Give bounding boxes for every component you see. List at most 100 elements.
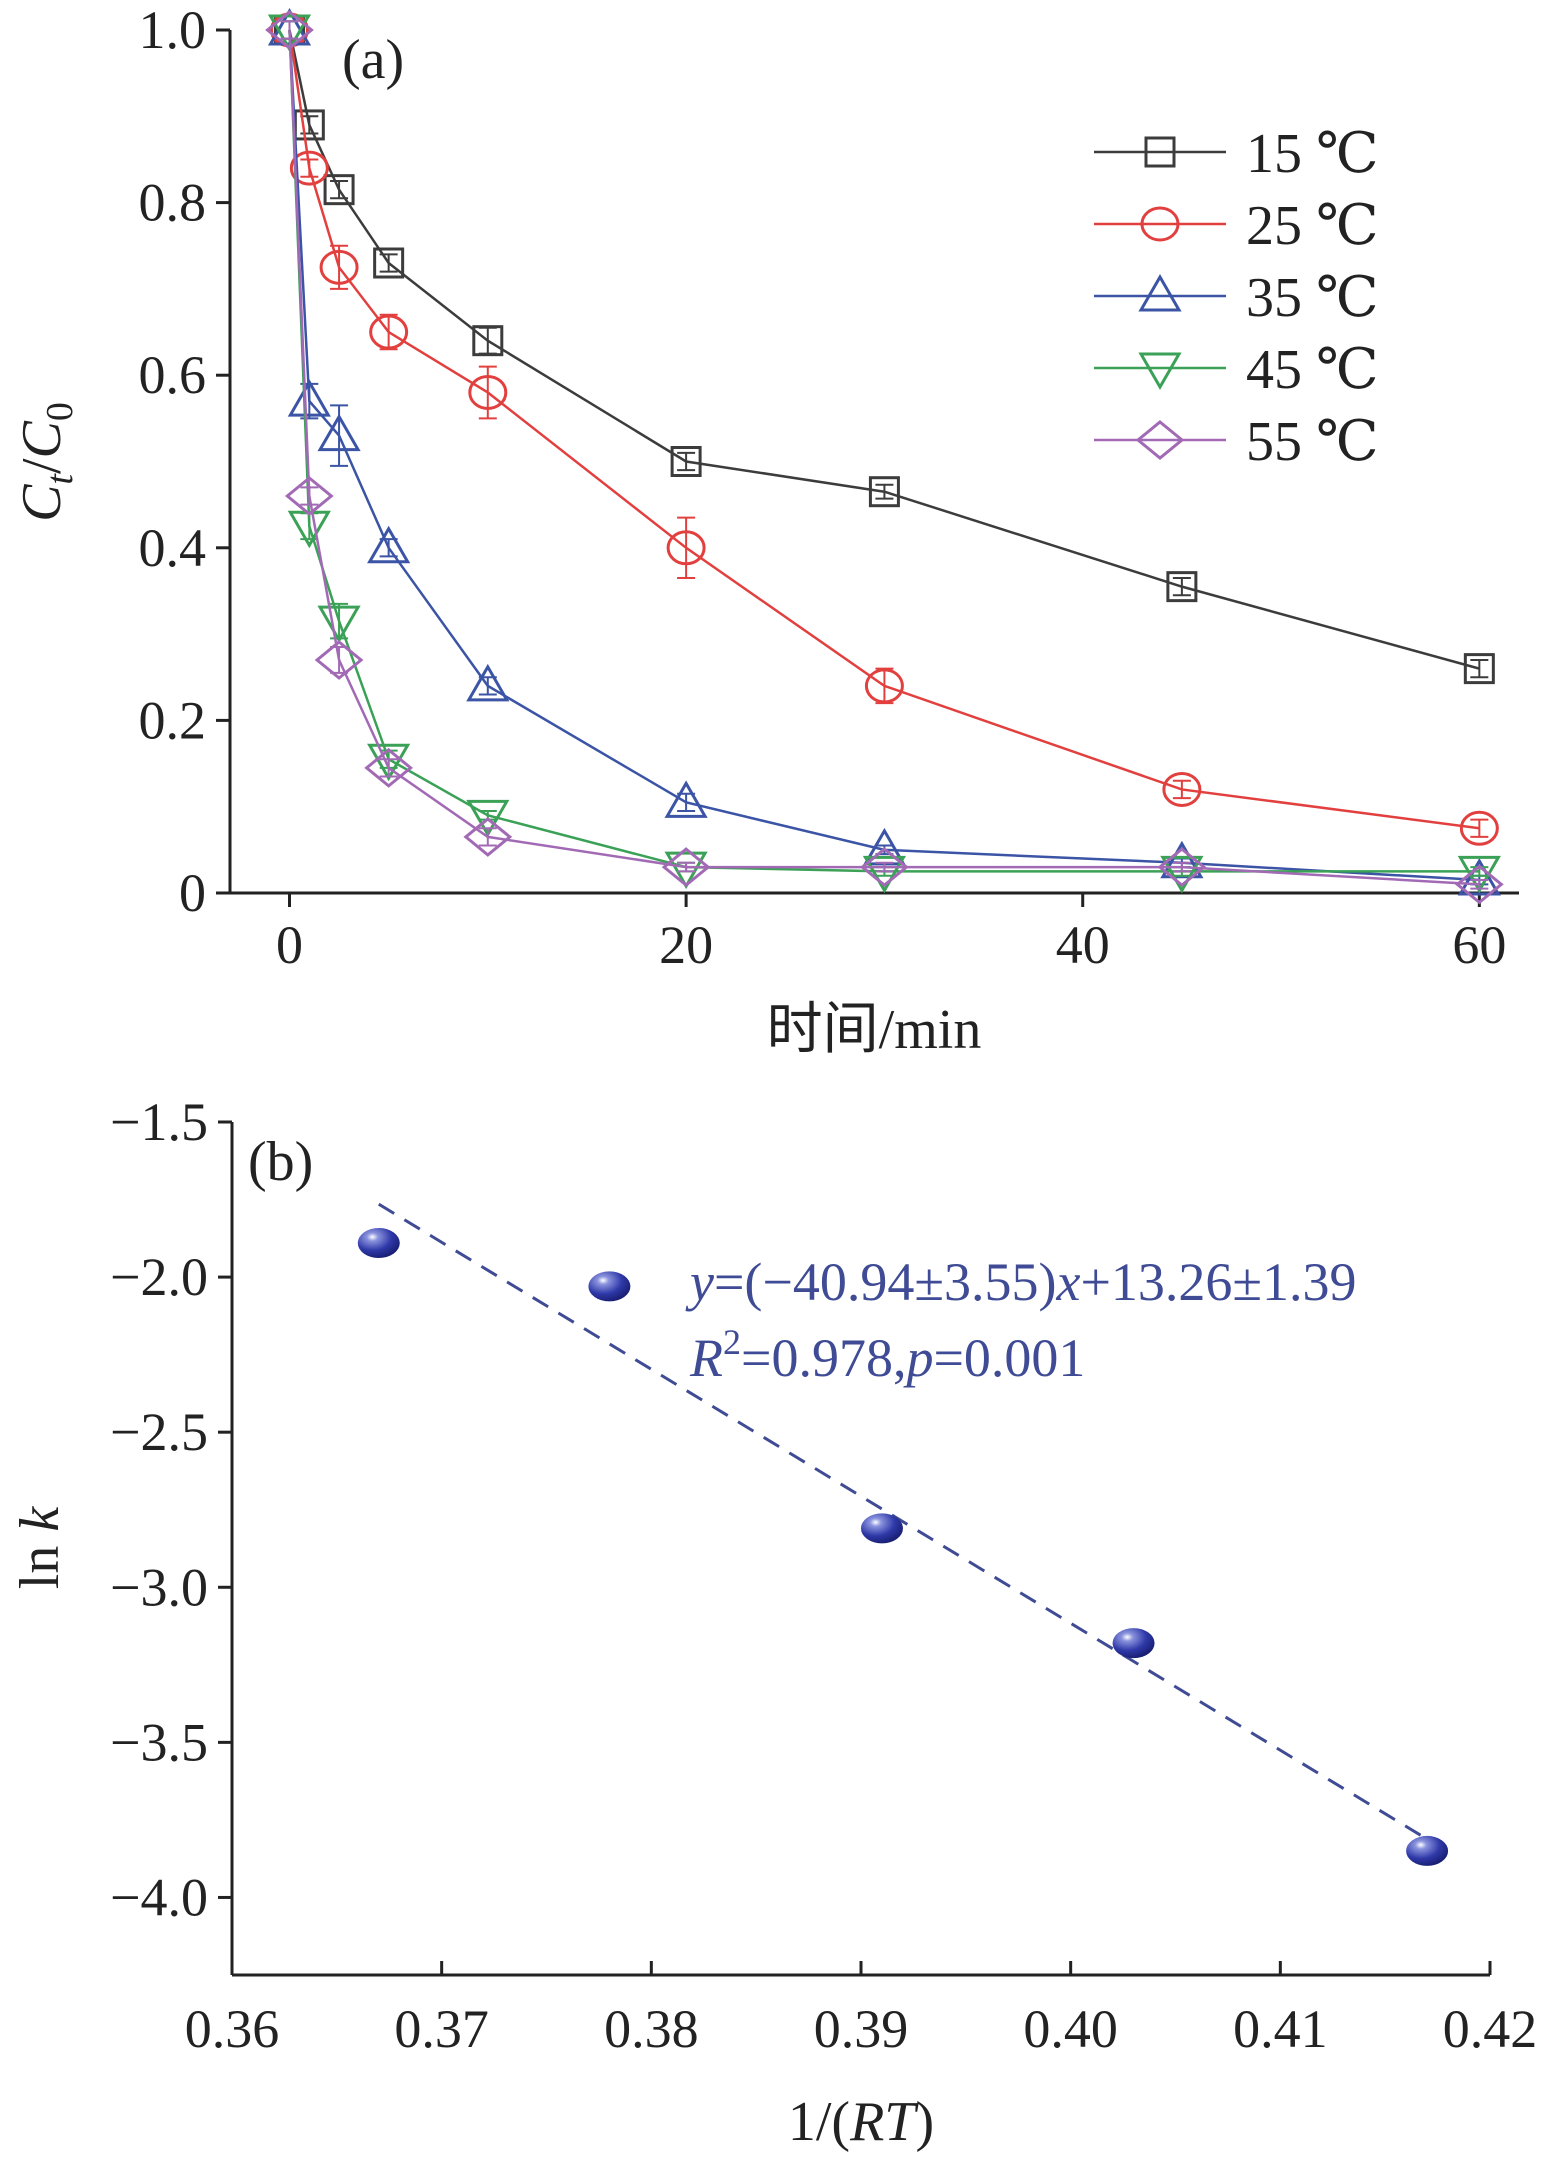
data-point: [289, 150, 329, 186]
panel-a-ticks: 0 20 40 60 0 0.2 0.4 0.6 0.8 1.0: [139, 0, 1507, 975]
data-point: [1160, 855, 1204, 894]
legend-item: 15 ℃: [1094, 123, 1379, 185]
data-point: [284, 476, 334, 516]
panel-a-x-tick-label: 40: [1056, 915, 1110, 975]
data-point: [373, 247, 405, 279]
data-point: [287, 379, 331, 417]
data-point: [664, 780, 708, 818]
data-point: [472, 325, 504, 357]
panel-a-y-tick-label: 0.4: [139, 518, 207, 578]
data-point: [868, 476, 900, 508]
panel-a-y-tick-label: 0: [179, 863, 206, 923]
panel-b-y-tick-label: −3.0: [110, 1557, 208, 1617]
data-point: [468, 374, 508, 410]
panel-a-legend: 15 ℃ 25 ℃ 35 ℃ 45 ℃ 55 ℃: [1094, 123, 1379, 473]
panel-b-axes: [230, 1122, 1490, 1977]
panel-b-y-axis-title: ln k: [9, 1506, 71, 1590]
data-point: [661, 847, 711, 888]
data-point: [267, 14, 312, 53]
panel-b-y-tick-label: −2.0: [110, 1247, 208, 1307]
panel-b: 0.36 0.37 0.38 0.39 0.40 0.41 0.42 −1.5 −2.0 −2.5…: [9, 1092, 1537, 2153]
scatter-point: [357, 1227, 400, 1258]
panel-a-x-tick-label: 0: [276, 915, 303, 975]
data-point: [664, 851, 708, 890]
data-point: [862, 855, 907, 894]
panel-a-y-tick-label: 0.2: [139, 690, 207, 750]
data-point: [317, 413, 361, 452]
panel-b-x-axis-title: 1/(RT): [788, 2091, 934, 2153]
panel-b-x-tick-label: 0.37: [394, 1999, 489, 2059]
legend-label: 15 ℃: [1246, 123, 1379, 185]
panel-b-fit-layer: [377, 1202, 1428, 1841]
panel-b-ticks: 0.36 0.37 0.38 0.39 0.40 0.41 0.42 −1.5 −2.0 −2.5…: [110, 1092, 1537, 2059]
data-point: [1463, 653, 1495, 685]
panel-b-x-tick-label: 0.36: [185, 1999, 280, 2059]
panel-a-label: (a): [342, 29, 404, 91]
panel-b-points: [357, 1227, 1449, 1866]
legend-item: 55 ℃: [1094, 411, 1379, 473]
data-point: [1160, 840, 1204, 879]
legend-label: 25 ℃: [1246, 195, 1379, 257]
legend-label: 55 ℃: [1246, 411, 1379, 473]
panel-b-x-tick-label: 0.39: [814, 1999, 909, 2059]
data-point: [364, 747, 414, 788]
data-point: [369, 314, 409, 350]
legend-marker: [1144, 136, 1176, 168]
data-point: [860, 847, 909, 888]
legend-marker: [1138, 273, 1182, 312]
panel-a-x-axis-title: 时间/min: [767, 999, 982, 1061]
data-point: [466, 663, 510, 702]
panel-a-y-tick-label: 0.8: [139, 173, 207, 233]
fit-statistics: R2=0.978,p=0.001: [689, 1322, 1085, 1388]
data-point: [463, 816, 513, 857]
data-point: [367, 525, 411, 564]
data-point: [367, 743, 411, 782]
panel-a-x-tick-label: 60: [1452, 915, 1506, 975]
data-point: [1162, 771, 1202, 807]
legend-marker: [1135, 420, 1185, 460]
series-55C: [265, 10, 1504, 905]
scatter-point: [1112, 1628, 1155, 1659]
panel-a-y-tick-label: 0.6: [139, 345, 207, 405]
legend-label: 45 ℃: [1246, 339, 1379, 401]
legend-label: 35 ℃: [1246, 267, 1379, 329]
data-point: [670, 446, 702, 477]
panel-b-y-tick-label: −3.5: [110, 1712, 208, 1772]
panel-a-series: [265, 7, 1504, 905]
data-point: [319, 249, 359, 285]
data-point: [666, 530, 706, 566]
data-point: [466, 799, 510, 838]
data-point: [1457, 858, 1501, 896]
panel-a-axes: [228, 30, 1519, 895]
data-point: [265, 10, 314, 50]
panel-b-x-tick-label: 0.42: [1443, 1999, 1538, 2059]
scatter-point: [860, 1513, 903, 1544]
panel-a-y-axis-title: Ct/C0: [11, 402, 81, 522]
data-point: [1454, 864, 1504, 905]
panel-b-label: (b): [248, 1131, 313, 1193]
data-point: [1459, 810, 1499, 846]
panel-a: 0 20 40 60 0 0.2 0.4 0.6 0.8 1.0 (a) 时间/min Ct/C0…: [11, 0, 1519, 1061]
scatter-point: [1406, 1835, 1449, 1866]
panel-b-y-tick-label: −2.5: [110, 1402, 208, 1462]
panel-b-y-tick-label: −4.0: [110, 1867, 208, 1927]
data-point: [314, 640, 364, 680]
legend-item: 25 ℃: [1094, 195, 1379, 257]
legend-item: 35 ℃: [1094, 267, 1379, 329]
panel-a-x-tick-label: 20: [659, 915, 713, 975]
data-point: [1157, 847, 1207, 888]
data-point: [317, 605, 361, 644]
panel-b-x-tick-label: 0.40: [1023, 1999, 1118, 2059]
data-point: [1166, 571, 1198, 603]
panel-b-y-tick-label: −1.5: [110, 1092, 208, 1152]
panel-a-y-tick-label: 1.0: [139, 0, 207, 60]
fit-equation: y=(−40.94±3.55)x+13.26±1.39: [685, 1252, 1357, 1312]
panel-b-x-tick-label: 0.38: [604, 1999, 699, 2059]
panel-b-x-tick-label: 0.41: [1233, 1999, 1328, 2059]
data-point: [864, 668, 904, 704]
data-point: [323, 174, 355, 206]
fit-line: [377, 1202, 1428, 1841]
scatter-point: [588, 1271, 631, 1302]
legend-marker: [1140, 206, 1180, 242]
